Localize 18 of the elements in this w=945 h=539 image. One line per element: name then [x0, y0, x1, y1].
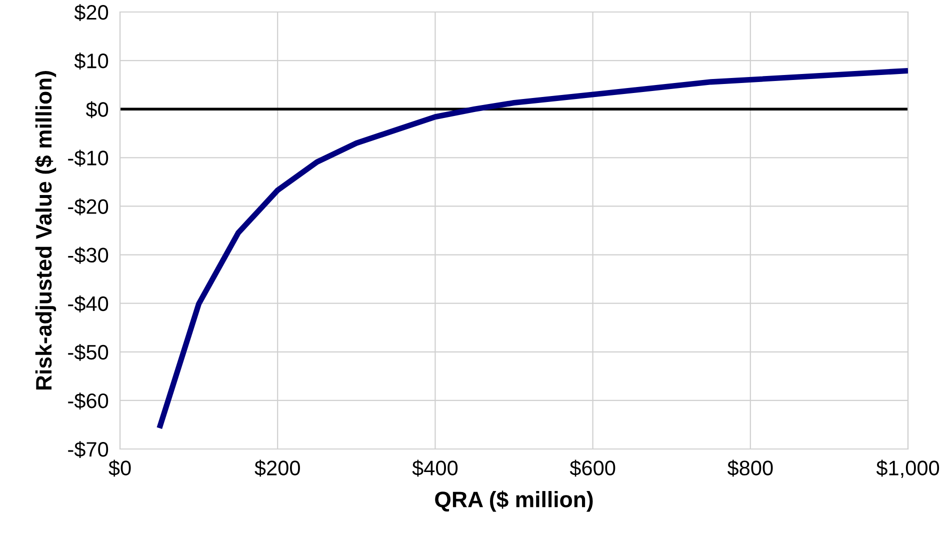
- x-tick-label: $400: [412, 460, 458, 477]
- y-tick-label: -$20: [68, 198, 108, 216]
- x-tick-label: $0: [108, 460, 131, 477]
- x-tick-label: $600: [570, 460, 616, 477]
- x-axis-title: QRA ($ million): [435, 490, 593, 512]
- y-tick-label: $10: [74, 52, 108, 70]
- y-tick-label: -$10: [68, 150, 108, 167]
- x-tick-label: $200: [254, 460, 300, 477]
- y-tick-label: -$30: [68, 246, 108, 264]
- y-tick-label: $20: [74, 4, 108, 21]
- y-tick-label: -$70: [68, 441, 108, 458]
- y-axis-title: Risk-adjusted Value ($ million): [34, 71, 56, 390]
- y-tick-label: $0: [86, 101, 108, 118]
- x-tick-label: $1,000: [876, 460, 940, 478]
- y-tick-label: -$60: [68, 392, 108, 410]
- y-tick-label: -$50: [68, 344, 108, 361]
- y-tick-label: -$40: [68, 295, 108, 312]
- x-tick-label: $800: [727, 460, 773, 477]
